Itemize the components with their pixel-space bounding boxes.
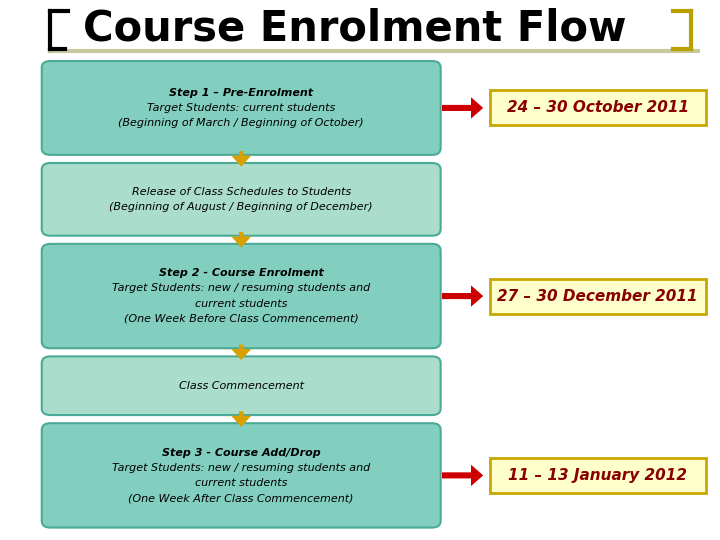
FancyBboxPatch shape xyxy=(42,244,441,348)
FancyBboxPatch shape xyxy=(42,163,441,236)
Text: (One Week Before Class Commencement): (One Week Before Class Commencement) xyxy=(124,314,359,324)
Text: Target Students: new / resuming students and: Target Students: new / resuming students… xyxy=(112,284,370,294)
FancyBboxPatch shape xyxy=(42,61,441,155)
Text: 27 – 30 December 2011: 27 – 30 December 2011 xyxy=(498,288,698,303)
Text: (Beginning of August / Beginning of December): (Beginning of August / Beginning of Dece… xyxy=(109,202,373,212)
Text: Release of Class Schedules to Students: Release of Class Schedules to Students xyxy=(132,187,351,197)
FancyBboxPatch shape xyxy=(490,458,706,493)
Text: current students: current students xyxy=(195,478,287,488)
Text: Step 2 - Course Enrolment: Step 2 - Course Enrolment xyxy=(159,268,323,279)
Text: (Beginning of March / Beginning of October): (Beginning of March / Beginning of Octob… xyxy=(118,118,364,128)
Text: Target Students: current students: Target Students: current students xyxy=(147,103,336,113)
Text: 24 – 30 October 2011: 24 – 30 October 2011 xyxy=(507,100,688,116)
FancyBboxPatch shape xyxy=(42,356,441,415)
Text: Step 3 - Course Add/Drop: Step 3 - Course Add/Drop xyxy=(162,448,320,458)
Text: Class Commencement: Class Commencement xyxy=(179,381,304,391)
Text: Target Students: new / resuming students and: Target Students: new / resuming students… xyxy=(112,463,370,473)
FancyBboxPatch shape xyxy=(42,423,441,528)
FancyBboxPatch shape xyxy=(490,279,706,314)
Text: (One Week After Class Commencement): (One Week After Class Commencement) xyxy=(128,493,354,503)
Text: Step 1 – Pre-Enrolment: Step 1 – Pre-Enrolment xyxy=(169,88,313,98)
Text: 11 – 13 January 2012: 11 – 13 January 2012 xyxy=(508,468,687,483)
Text: Course Enrolment Flow: Course Enrolment Flow xyxy=(83,8,626,50)
FancyBboxPatch shape xyxy=(490,90,706,125)
Text: current students: current students xyxy=(195,299,287,309)
